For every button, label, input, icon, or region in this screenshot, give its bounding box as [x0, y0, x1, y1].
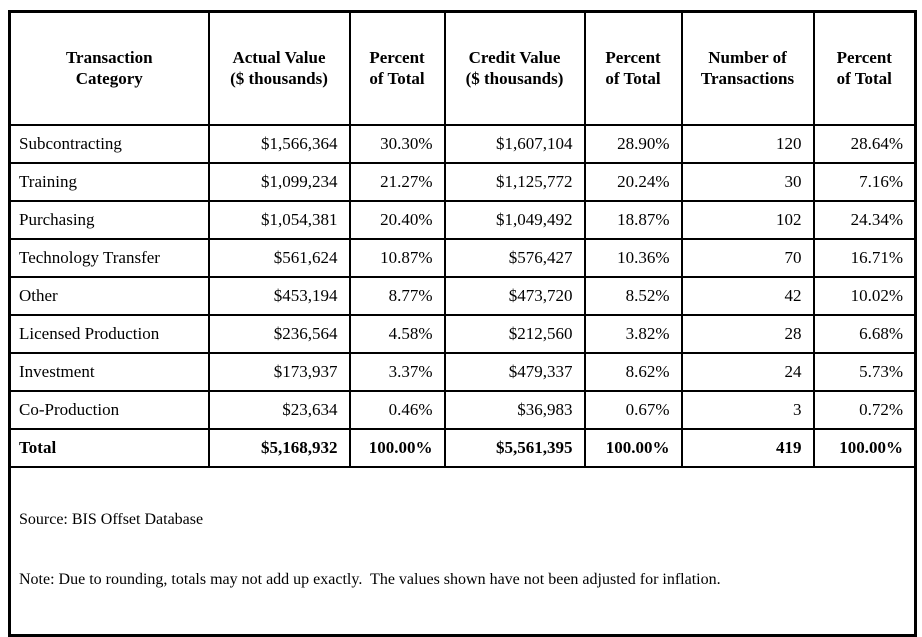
cell-credit-percent: 0.67% — [583, 389, 683, 430]
column-header-actual-percent: Percent of Total — [348, 10, 446, 126]
cell-credit-percent: 28.90% — [583, 123, 683, 164]
cell-actual-value: $1,099,234 — [207, 161, 351, 202]
cell-transactions: 102 — [680, 199, 815, 240]
offset-transactions-table: Transaction Category Actual Value ($ thous… — [8, 10, 917, 637]
cell-actual-value: $561,624 — [207, 237, 351, 278]
cell-credit-value: $576,427 — [443, 237, 586, 278]
cell-actual-percent: 30.30% — [348, 123, 446, 164]
column-header-actual-value: Actual Value ($ thousands) — [207, 10, 351, 126]
cell-transactions-pct: 6.68% — [812, 313, 917, 354]
header-line: Number of — [708, 48, 787, 67]
cell-credit-percent: 100.00% — [583, 427, 683, 468]
header-line: of Total — [605, 69, 661, 89]
cell-credit-percent: 20.24% — [583, 161, 683, 202]
header-line: Category — [75, 69, 143, 89]
cell-category: Purchasing — [8, 199, 210, 240]
column-header-transactions-percent: Percent of Total — [812, 10, 917, 126]
column-header-credit-percent: Percent of Total — [583, 10, 683, 126]
cell-transactions: 3 — [680, 389, 815, 430]
cell-credit-value: $212,560 — [443, 313, 586, 354]
cell-transactions-pct: 24.34% — [812, 199, 917, 240]
cell-actual-value: $236,564 — [207, 313, 351, 354]
cell-category: Technology Transfer — [8, 237, 210, 278]
cell-actual-value: $453,194 — [207, 275, 351, 316]
cell-category: Subcontracting — [8, 123, 210, 164]
cell-credit-percent: 18.87% — [583, 199, 683, 240]
table-row: Training $1,099,234 21.27% $1,125,772 20… — [8, 161, 917, 202]
cell-category: Co-Production — [8, 389, 210, 430]
cell-transactions-pct: 28.64% — [812, 123, 917, 164]
header-line: of Total — [836, 69, 892, 89]
header-line: Percent — [836, 48, 892, 67]
header-line: ($ thousands) — [230, 69, 328, 89]
cell-actual-percent: 10.87% — [348, 237, 446, 278]
cell-transactions: 42 — [680, 275, 815, 316]
cell-transactions: 24 — [680, 351, 815, 392]
cell-category: Investment — [8, 351, 210, 392]
cell-credit-percent: 3.82% — [583, 313, 683, 354]
cell-transactions: 120 — [680, 123, 815, 164]
cell-transactions-pct: 100.00% — [812, 427, 917, 468]
cell-category: Other — [8, 275, 210, 316]
table-row: Licensed Production $236,564 4.58% $212,… — [8, 313, 917, 354]
cell-transactions-pct: 16.71% — [812, 237, 917, 278]
table-row: Investment $173,937 3.37% $479,337 8.62%… — [8, 351, 917, 392]
header-line: Transaction — [65, 48, 153, 67]
header-line: Actual Value — [232, 48, 326, 67]
cell-transactions: 70 — [680, 237, 815, 278]
cell-actual-value: $1,054,381 — [207, 199, 351, 240]
table-row: Technology Transfer $561,624 10.87% $576… — [8, 237, 917, 278]
cell-actual-percent: 8.77% — [348, 275, 446, 316]
cell-credit-value: $1,607,104 — [443, 123, 586, 164]
footnotes-cell: Source: BIS Offset Database Note: Due to… — [8, 465, 917, 636]
cell-credit-value: $1,125,772 — [443, 161, 586, 202]
column-header-credit-value: Credit Value ($ thousands) — [443, 10, 586, 126]
cell-category: Training — [8, 161, 210, 202]
cell-transactions-pct: 10.02% — [812, 275, 917, 316]
cell-credit-percent: 8.52% — [583, 275, 683, 316]
header-line: Percent — [605, 48, 661, 67]
header-line: of Total — [369, 69, 425, 89]
cell-actual-percent: 3.37% — [348, 351, 446, 392]
cell-actual-value: $1,566,364 — [207, 123, 351, 164]
cell-category: Licensed Production — [8, 313, 210, 354]
cell-credit-value: $5,561,395 — [443, 427, 586, 468]
cell-transactions: 419 — [680, 427, 815, 468]
cell-actual-value: $23,634 — [207, 389, 351, 430]
cell-credit-value: $479,337 — [443, 351, 586, 392]
cell-transactions: 30 — [680, 161, 815, 202]
table-row: Subcontracting $1,566,364 30.30% $1,607,… — [8, 123, 917, 164]
header-line: Credit Value — [468, 48, 561, 67]
header-line: Percent — [369, 48, 425, 67]
cell-credit-value: $36,983 — [443, 389, 586, 430]
table-row: Co-Production $23,634 0.46% $36,983 0.67… — [8, 389, 917, 430]
source-note: Source: BIS Offset Database — [19, 510, 204, 528]
footnotes-row: Source: BIS Offset Database Note: Due to… — [8, 465, 917, 636]
cell-actual-percent: 4.58% — [348, 313, 446, 354]
cell-credit-percent: 8.62% — [583, 351, 683, 392]
cell-credit-percent: 10.36% — [583, 237, 683, 278]
cell-actual-percent: 0.46% — [348, 389, 446, 430]
header-line: Transactions — [700, 69, 795, 89]
header-line: ($ thousands) — [465, 69, 564, 89]
table-row: Purchasing $1,054,381 20.40% $1,049,492 … — [8, 199, 917, 240]
cell-credit-value: $1,049,492 — [443, 199, 586, 240]
cell-transactions-pct: 0.72% — [812, 389, 917, 430]
cell-actual-percent: 21.27% — [348, 161, 446, 202]
column-header-transaction-category: Transaction Category — [8, 10, 210, 126]
header-row: Transaction Category Actual Value ($ thous… — [8, 10, 917, 126]
total-row: Total $5,168,932 100.00% $5,561,395 100.… — [8, 427, 917, 468]
rounding-note: Note: Due to rounding, totals may not ad… — [19, 570, 721, 588]
cell-category: Total — [8, 427, 210, 468]
column-header-number-of-transactions: Number of Transactions — [680, 10, 815, 126]
cell-transactions: 28 — [680, 313, 815, 354]
cell-transactions-pct: 7.16% — [812, 161, 917, 202]
cell-actual-percent: 20.40% — [348, 199, 446, 240]
table-row: Other $453,194 8.77% $473,720 8.52% 42 1… — [8, 275, 917, 316]
cell-credit-value: $473,720 — [443, 275, 586, 316]
cell-actual-percent: 100.00% — [348, 427, 446, 468]
cell-actual-value: $5,168,932 — [207, 427, 351, 468]
cell-actual-value: $173,937 — [207, 351, 351, 392]
cell-transactions-pct: 5.73% — [812, 351, 917, 392]
